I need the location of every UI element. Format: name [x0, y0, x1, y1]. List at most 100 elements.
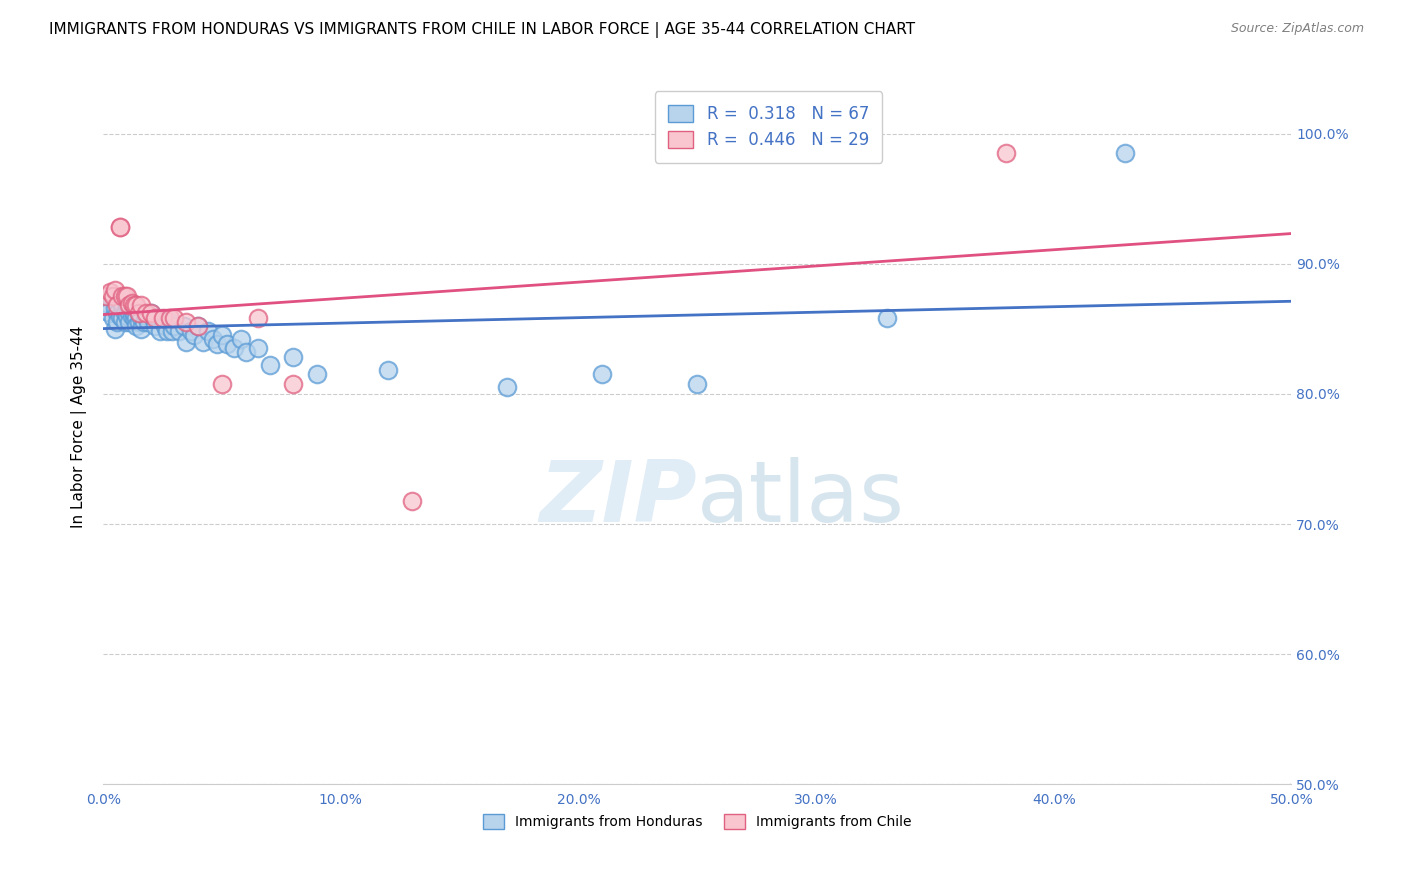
- Point: [159, 315, 181, 329]
- Point: [118, 298, 141, 312]
- Text: Source: ZipAtlas.com: Source: ZipAtlas.com: [1230, 22, 1364, 36]
- Point: [114, 315, 136, 329]
- Point: [163, 311, 186, 326]
- Point: [139, 306, 162, 320]
- Point: [139, 306, 162, 320]
- Point: [111, 298, 134, 312]
- Point: [159, 311, 181, 326]
- Point: [97, 305, 120, 319]
- Point: [107, 306, 129, 320]
- Point: [132, 315, 155, 329]
- Point: [246, 342, 269, 356]
- Point: [211, 328, 233, 343]
- Point: [111, 311, 134, 326]
- Point: [146, 311, 169, 326]
- Point: [211, 376, 233, 391]
- Point: [152, 315, 174, 329]
- Point: [215, 337, 238, 351]
- Point: [108, 309, 131, 323]
- Point: [187, 319, 209, 334]
- Point: [104, 322, 127, 336]
- Point: [128, 306, 150, 320]
- Point: [108, 220, 131, 235]
- Point: [129, 298, 152, 312]
- Point: [129, 311, 152, 326]
- Point: [125, 319, 148, 334]
- Point: [125, 311, 148, 326]
- Point: [138, 315, 160, 329]
- Point: [995, 146, 1018, 161]
- Point: [235, 345, 257, 359]
- Point: [121, 309, 143, 323]
- Text: atlas: atlas: [697, 457, 905, 540]
- Point: [107, 298, 129, 312]
- Point: [496, 380, 519, 394]
- Point: [114, 306, 136, 320]
- Point: [145, 311, 167, 326]
- Point: [1114, 146, 1136, 161]
- Point: [122, 306, 145, 320]
- Point: [121, 295, 143, 310]
- Point: [122, 311, 145, 326]
- Legend: Immigrants from Honduras, Immigrants from Chile: Immigrants from Honduras, Immigrants fro…: [478, 809, 917, 835]
- Point: [121, 301, 143, 315]
- Point: [94, 289, 117, 303]
- Point: [259, 359, 281, 373]
- Point: [142, 311, 165, 326]
- Point: [187, 319, 209, 334]
- Point: [108, 293, 131, 308]
- Point: [377, 363, 399, 377]
- Point: [191, 334, 214, 349]
- Point: [94, 295, 117, 310]
- Point: [101, 289, 124, 303]
- Point: [98, 289, 121, 303]
- Point: [283, 351, 305, 365]
- Point: [107, 315, 129, 329]
- Point: [104, 283, 127, 297]
- Y-axis label: In Labor Force | Age 35-44: In Labor Force | Age 35-44: [72, 326, 87, 528]
- Point: [156, 325, 179, 339]
- Point: [152, 311, 174, 326]
- Point: [176, 315, 198, 329]
- Point: [229, 332, 252, 346]
- Point: [876, 311, 898, 326]
- Point: [201, 332, 224, 346]
- Point: [108, 220, 131, 235]
- Point: [163, 319, 186, 334]
- Point: [101, 311, 124, 326]
- Point: [246, 311, 269, 326]
- Point: [167, 325, 190, 339]
- Point: [307, 368, 329, 382]
- Point: [686, 376, 709, 391]
- Point: [135, 309, 157, 323]
- Point: [129, 322, 152, 336]
- Point: [104, 301, 127, 315]
- Point: [149, 325, 172, 339]
- Point: [115, 289, 138, 303]
- Point: [111, 289, 134, 303]
- Point: [115, 298, 138, 312]
- Text: ZIP: ZIP: [540, 457, 697, 540]
- Point: [125, 298, 148, 312]
- Point: [122, 298, 145, 312]
- Point: [207, 337, 229, 351]
- Point: [128, 306, 150, 320]
- Point: [98, 285, 121, 300]
- Point: [115, 309, 138, 323]
- Point: [118, 315, 141, 329]
- Point: [160, 325, 183, 339]
- Point: [118, 306, 141, 320]
- Point: [591, 368, 613, 382]
- Point: [180, 325, 202, 339]
- Point: [153, 319, 176, 334]
- Point: [222, 342, 245, 356]
- Point: [135, 306, 157, 320]
- Point: [114, 289, 136, 303]
- Point: [283, 376, 305, 391]
- Point: [197, 325, 219, 339]
- Text: IMMIGRANTS FROM HONDURAS VS IMMIGRANTS FROM CHILE IN LABOR FORCE | AGE 35-44 COR: IMMIGRANTS FROM HONDURAS VS IMMIGRANTS F…: [49, 22, 915, 38]
- Point: [401, 493, 423, 508]
- Point: [176, 334, 198, 349]
- Point: [145, 319, 167, 334]
- Point: [183, 328, 205, 343]
